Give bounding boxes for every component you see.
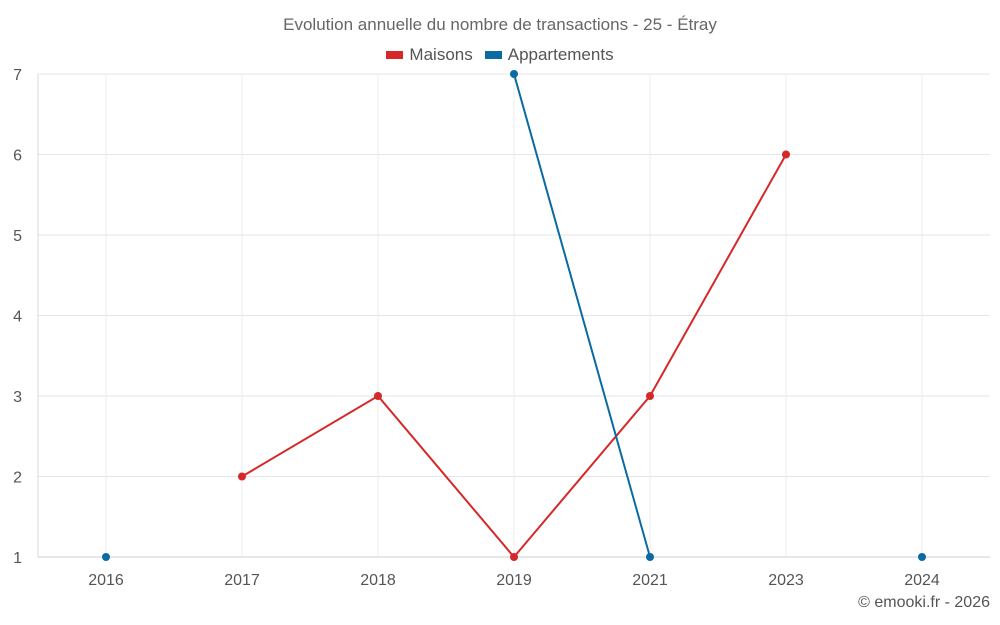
series-line-appartements — [513, 73, 651, 558]
series — [102, 70, 926, 561]
y-tick-label: 4 — [13, 309, 22, 326]
y-tick-label: 2 — [13, 470, 22, 487]
legend-label-appartements: Appartements — [507, 45, 614, 64]
legend-swatch-maisons — [386, 51, 404, 59]
x-tick-label: 2021 — [632, 572, 668, 589]
x-tick-label: 2019 — [496, 572, 532, 589]
y-tick-label: 7 — [13, 67, 22, 84]
data-point-appartements[interactable] — [918, 553, 926, 561]
x-tick-label: 2018 — [360, 572, 396, 589]
data-point-maisons[interactable] — [238, 472, 246, 481]
legend-item-appartements[interactable]: Appartements — [484, 45, 614, 65]
y-tick-label: 3 — [13, 389, 22, 406]
x-tick-label: 2017 — [224, 572, 260, 589]
x-tick-label: 2023 — [768, 572, 804, 589]
credit-text: © emooki.fr - 2026 — [858, 594, 990, 611]
data-point-maisons[interactable] — [374, 392, 382, 400]
data-point-maisons[interactable] — [510, 553, 518, 561]
y-tick-label: 5 — [13, 228, 22, 245]
legend-label-maisons: Maisons — [409, 45, 473, 64]
data-point-appartements[interactable] — [510, 70, 518, 78]
axes: 1 2 3 4 5 6 7 2016 2017 2018 2019 2021 2023 2024 — [13, 67, 990, 589]
data-point-appartements[interactable] — [646, 553, 654, 561]
data-point-maisons[interactable] — [782, 150, 790, 159]
legend-item-maisons[interactable]: Maisons — [386, 45, 473, 65]
data-point-maisons[interactable] — [646, 392, 654, 400]
x-tick-label: 2016 — [88, 572, 124, 589]
legend-swatch-appartements — [484, 51, 502, 59]
y-tick-label: 6 — [13, 148, 22, 165]
y-tick-label: 1 — [13, 550, 22, 567]
chart-title: Evolution annuelle du nombre de transact… — [283, 15, 717, 34]
grid — [38, 73, 990, 558]
data-point-appartements[interactable] — [102, 553, 110, 561]
legend: Maisons Appartements — [0, 45, 1000, 65]
x-tick-label: 2024 — [904, 572, 940, 589]
